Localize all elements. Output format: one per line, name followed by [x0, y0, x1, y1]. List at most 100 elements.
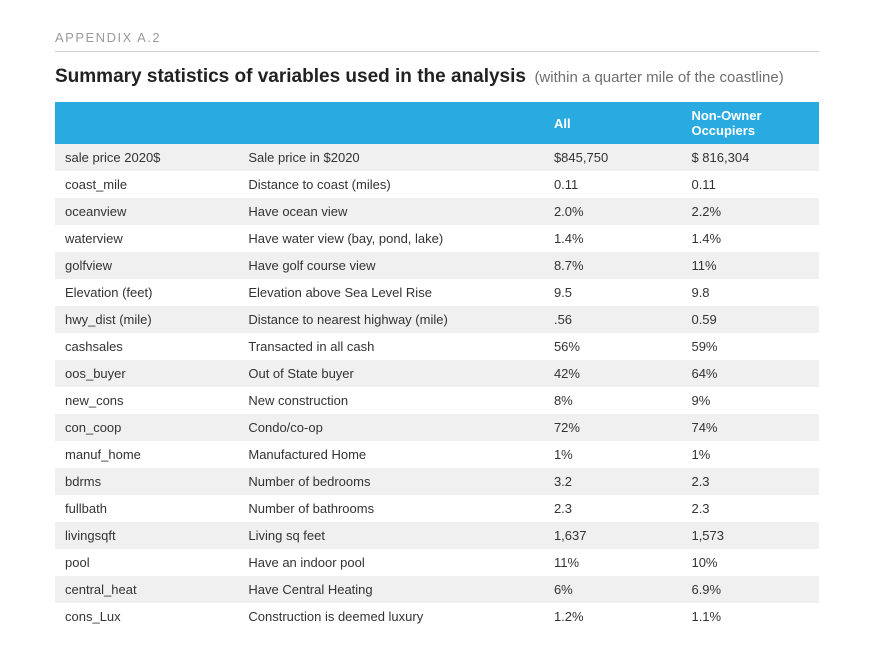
cell-all: 3.2: [544, 468, 682, 495]
cell-non-owner: 64%: [681, 360, 819, 387]
table-row: poolHave an indoor pool11%10%: [55, 549, 819, 576]
cell-variable: new_cons: [55, 387, 238, 414]
table-row: coast_mileDistance to coast (miles)0.110…: [55, 171, 819, 198]
cell-all: 9.5: [544, 279, 682, 306]
cell-non-owner: $ 816,304: [681, 144, 819, 171]
cell-all: 72%: [544, 414, 682, 441]
cell-all: 8%: [544, 387, 682, 414]
cell-all: 0.11: [544, 171, 682, 198]
cell-all: 56%: [544, 333, 682, 360]
cell-all: 1%: [544, 441, 682, 468]
cell-all: 1.2%: [544, 603, 682, 630]
cell-non-owner: 0.11: [681, 171, 819, 198]
cell-description: Have water view (bay, pond, lake): [238, 225, 544, 252]
cell-variable: Elevation (feet): [55, 279, 238, 306]
page-subtitle: (within a quarter mile of the coastline): [534, 69, 783, 86]
cell-description: Condo/co-op: [238, 414, 544, 441]
cell-variable: sale price 2020$: [55, 144, 238, 171]
table-row: manuf_homeManufactured Home1%1%: [55, 441, 819, 468]
table-row: livingsqftLiving sq feet1,6371,573: [55, 522, 819, 549]
cell-variable: golfview: [55, 252, 238, 279]
cell-description: Have ocean view: [238, 198, 544, 225]
table-row: Elevation (feet)Elevation above Sea Leve…: [55, 279, 819, 306]
page-title: Summary statistics of variables used in …: [55, 66, 526, 87]
cell-all: 2.3: [544, 495, 682, 522]
divider: [55, 51, 819, 52]
cell-description: Transacted in all cash: [238, 333, 544, 360]
cell-variable: con_coop: [55, 414, 238, 441]
header-variable: [55, 102, 238, 144]
table-row: waterviewHave water view (bay, pond, lak…: [55, 225, 819, 252]
cell-all: 1,637: [544, 522, 682, 549]
table-row: bdrmsNumber of bedrooms3.22.3: [55, 468, 819, 495]
cell-description: Elevation above Sea Level Rise: [238, 279, 544, 306]
cell-all: 8.7%: [544, 252, 682, 279]
cell-non-owner: 2.2%: [681, 198, 819, 225]
appendix-label: APPENDIX A.2: [55, 30, 819, 45]
cell-non-owner: 6.9%: [681, 576, 819, 603]
table-row: hwy_dist (mile)Distance to nearest highw…: [55, 306, 819, 333]
header-description: [238, 102, 544, 144]
cell-description: Number of bathrooms: [238, 495, 544, 522]
title-row: Summary statistics of variables used in …: [55, 66, 819, 88]
cell-non-owner: 1.1%: [681, 603, 819, 630]
cell-non-owner: 1.4%: [681, 225, 819, 252]
cell-non-owner: 1,573: [681, 522, 819, 549]
table-row: central_heatHave Central Heating6%6.9%: [55, 576, 819, 603]
cell-description: Have golf course view: [238, 252, 544, 279]
cell-variable: coast_mile: [55, 171, 238, 198]
cell-description: Have an indoor pool: [238, 549, 544, 576]
table-header-row: All Non-Owner Occupiers: [55, 102, 819, 144]
summary-table: All Non-Owner Occupiers sale price 2020$…: [55, 102, 819, 630]
table-row: sale price 2020$Sale price in $2020$845,…: [55, 144, 819, 171]
cell-description: Sale price in $2020: [238, 144, 544, 171]
cell-variable: waterview: [55, 225, 238, 252]
cell-variable: bdrms: [55, 468, 238, 495]
table-row: oceanviewHave ocean view2.0%2.2%: [55, 198, 819, 225]
cell-all: 11%: [544, 549, 682, 576]
table-row: fullbathNumber of bathrooms2.32.3: [55, 495, 819, 522]
cell-non-owner: 1%: [681, 441, 819, 468]
cell-description: Manufactured Home: [238, 441, 544, 468]
cell-description: Living sq feet: [238, 522, 544, 549]
cell-variable: fullbath: [55, 495, 238, 522]
cell-variable: cashsales: [55, 333, 238, 360]
cell-description: Out of State buyer: [238, 360, 544, 387]
cell-variable: manuf_home: [55, 441, 238, 468]
cell-non-owner: 11%: [681, 252, 819, 279]
table-row: new_consNew construction8%9%: [55, 387, 819, 414]
cell-variable: oos_buyer: [55, 360, 238, 387]
cell-variable: oceanview: [55, 198, 238, 225]
header-non-owner: Non-Owner Occupiers: [681, 102, 819, 144]
cell-all: 42%: [544, 360, 682, 387]
cell-all: .56: [544, 306, 682, 333]
table-row: cashsalesTransacted in all cash56%59%: [55, 333, 819, 360]
cell-non-owner: 2.3: [681, 495, 819, 522]
cell-variable: cons_Lux: [55, 603, 238, 630]
table-row: oos_buyerOut of State buyer42%64%: [55, 360, 819, 387]
cell-variable: central_heat: [55, 576, 238, 603]
cell-non-owner: 74%: [681, 414, 819, 441]
cell-variable: hwy_dist (mile): [55, 306, 238, 333]
cell-variable: pool: [55, 549, 238, 576]
table-row: golfviewHave golf course view8.7%11%: [55, 252, 819, 279]
cell-non-owner: 0.59: [681, 306, 819, 333]
cell-description: Distance to coast (miles): [238, 171, 544, 198]
table-row: con_coopCondo/co-op72%74%: [55, 414, 819, 441]
cell-description: Distance to nearest highway (mile): [238, 306, 544, 333]
cell-non-owner: 9%: [681, 387, 819, 414]
cell-all: 2.0%: [544, 198, 682, 225]
cell-description: Have Central Heating: [238, 576, 544, 603]
cell-all: 1.4%: [544, 225, 682, 252]
cell-all: 6%: [544, 576, 682, 603]
cell-non-owner: 2.3: [681, 468, 819, 495]
header-all: All: [544, 102, 682, 144]
table-row: cons_LuxConstruction is deemed luxury1.2…: [55, 603, 819, 630]
cell-all: $845,750: [544, 144, 682, 171]
cell-description: Construction is deemed luxury: [238, 603, 544, 630]
cell-non-owner: 10%: [681, 549, 819, 576]
cell-description: New construction: [238, 387, 544, 414]
cell-variable: livingsqft: [55, 522, 238, 549]
cell-non-owner: 59%: [681, 333, 819, 360]
cell-description: Number of bedrooms: [238, 468, 544, 495]
